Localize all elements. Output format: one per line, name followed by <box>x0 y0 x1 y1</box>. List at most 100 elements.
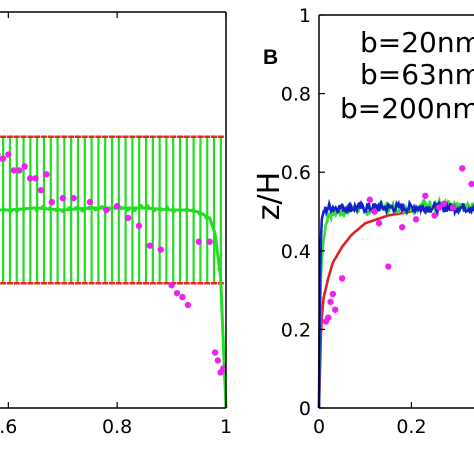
x-tick-label: 0.2 <box>396 416 426 438</box>
legend-entry-b63: b=63nm <box>360 58 474 91</box>
left-x-ticks: .6 0.8 1 <box>0 12 232 438</box>
mean-point <box>54 207 59 213</box>
mean-point <box>125 207 131 212</box>
mean-point <box>138 204 144 209</box>
y-tick-label: 0.6 <box>281 162 311 184</box>
mean-point <box>191 208 196 213</box>
data-point <box>16 167 23 174</box>
mean-point <box>8 209 13 214</box>
data-point <box>468 180 474 188</box>
data-point <box>0 152 1 157</box>
series-blue-line <box>317 198 474 409</box>
data-point <box>195 238 202 245</box>
legend-entry-b200: b=200nm <box>340 92 474 125</box>
data-point <box>375 220 383 227</box>
mean-point <box>210 223 216 228</box>
right-lines <box>317 195 474 409</box>
data-point <box>113 202 121 210</box>
data-point <box>422 192 429 199</box>
data-point <box>440 200 447 207</box>
x-tick-label: 1 <box>220 416 232 438</box>
mean-point <box>119 205 124 211</box>
data-point <box>435 204 443 211</box>
data-point <box>157 246 164 253</box>
data-point <box>366 196 374 203</box>
mean-point <box>93 206 98 212</box>
mean-point <box>34 207 39 212</box>
data-point <box>135 222 143 230</box>
mean-point <box>47 206 52 211</box>
data-point <box>173 289 181 297</box>
data-point <box>32 175 39 182</box>
mean-point <box>27 206 33 211</box>
data-point <box>37 187 45 194</box>
left-axes-frame <box>0 11 227 409</box>
data-point <box>459 165 466 172</box>
mean-point <box>1 207 7 212</box>
y-tick-label: 0.2 <box>281 319 311 341</box>
data-point <box>371 208 378 215</box>
mean-point <box>14 208 20 213</box>
data-point <box>214 357 222 364</box>
mean-point <box>86 205 92 211</box>
data-point <box>431 212 438 219</box>
mean-point <box>132 207 137 213</box>
x-tick-label: 0.8 <box>102 416 132 438</box>
data-point <box>43 171 50 178</box>
data-point <box>168 282 175 289</box>
data-point <box>184 301 192 309</box>
data-point <box>398 224 406 231</box>
right-axes-frame <box>318 14 474 409</box>
mean-point <box>178 208 183 213</box>
mean-point <box>158 207 163 212</box>
left-panel: .6 0.8 1 <box>0 11 232 438</box>
x-tick-label: .6 <box>0 416 17 438</box>
left-points <box>0 151 227 376</box>
data-point <box>70 194 77 202</box>
series-red-line <box>317 206 474 409</box>
mean-point <box>21 206 26 212</box>
data-point <box>325 314 332 321</box>
legend-entry-b20: b=20nm <box>360 26 474 59</box>
mean-point <box>73 206 79 211</box>
data-point <box>0 155 7 162</box>
legend: b=20nm b=63nm b=200nm <box>340 26 474 125</box>
x-tick-label: 0 <box>313 416 325 438</box>
right-x-ticks: 0 0.2 <box>313 402 427 438</box>
data-point <box>327 298 334 306</box>
data-point <box>10 167 17 174</box>
data-point <box>179 293 186 301</box>
data-point <box>329 290 337 298</box>
data-point <box>21 163 28 170</box>
y-tick-label: 1 <box>299 5 311 27</box>
data-point <box>412 216 420 223</box>
y-tick-label: 0.4 <box>281 241 311 263</box>
data-point <box>103 206 110 214</box>
mean-point <box>165 205 170 211</box>
data-point <box>124 214 132 222</box>
mean-point <box>217 266 222 272</box>
mean-point <box>145 204 150 209</box>
mean-point <box>80 208 85 213</box>
data-point <box>220 365 227 372</box>
right-panel: 0 0.2 00.20.40.60.81 B z/H b=20nm b=63nm … <box>252 5 474 438</box>
data-point <box>331 306 339 313</box>
mean-point <box>40 204 46 210</box>
mean-point <box>99 205 105 210</box>
data-point <box>26 175 34 182</box>
panel-label-b: B <box>263 46 278 69</box>
mean-point <box>151 208 157 213</box>
data-point <box>86 198 94 206</box>
y-tick-label: 0 <box>299 398 311 420</box>
y-tick-label: 0.8 <box>281 84 311 106</box>
data-point <box>385 263 392 270</box>
left-lines <box>0 204 228 409</box>
data-point <box>449 204 457 211</box>
right-y-ticks: 0 0.2 0.4 0.6 0.8 1 <box>281 5 325 420</box>
data-point <box>206 238 213 245</box>
mean-profile-line <box>0 206 228 409</box>
mean-point <box>171 209 176 214</box>
series-green-line <box>317 195 474 409</box>
mean-point <box>67 206 72 211</box>
